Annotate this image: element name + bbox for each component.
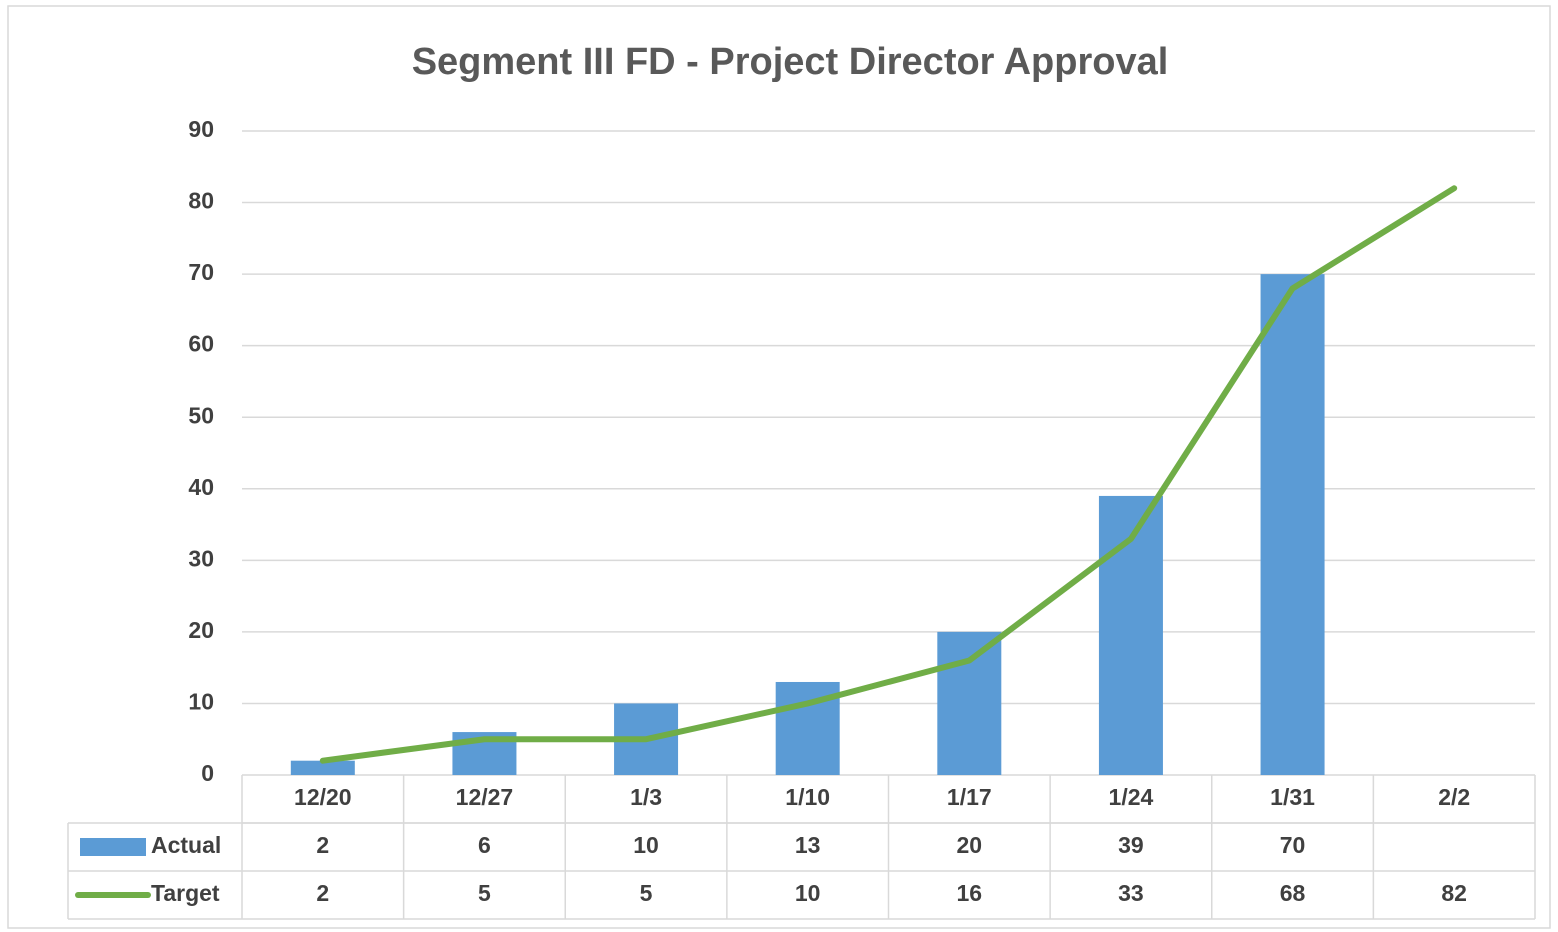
y-tick-label: 90: [188, 116, 214, 142]
x-tick-label: 2/2: [1438, 784, 1470, 810]
x-tick-label: 12/20: [294, 784, 352, 810]
y-tick-label: 80: [188, 188, 214, 214]
table-value: 20: [957, 832, 983, 858]
chart-title: Segment III FD - Project Director Approv…: [412, 41, 1169, 83]
y-tick-label: 70: [188, 259, 214, 285]
bar: [290, 760, 355, 775]
table-value: 70: [1280, 832, 1306, 858]
y-tick-label: 20: [188, 617, 214, 643]
table-value: 5: [640, 880, 653, 906]
legend-swatch: [80, 838, 146, 856]
y-tick-label: 60: [188, 331, 214, 357]
x-tick-label: 1/31: [1270, 784, 1315, 810]
x-tick-label: 1/10: [785, 784, 830, 810]
x-tick-label: 1/3: [630, 784, 662, 810]
table-value: 13: [795, 832, 821, 858]
bar: [1260, 274, 1325, 775]
table-value: 10: [633, 832, 659, 858]
table-value: 2: [316, 880, 329, 906]
x-tick-label: 1/17: [947, 784, 992, 810]
table-value: 5: [478, 880, 491, 906]
y-tick-label: 30: [188, 545, 214, 571]
x-tick-label: 12/27: [456, 784, 514, 810]
y-tick-label: 10: [188, 689, 214, 715]
table-value: 2: [316, 832, 329, 858]
table-value: 10: [795, 880, 821, 906]
y-tick-label: 40: [188, 474, 214, 500]
table-value: 33: [1118, 880, 1144, 906]
y-tick-label: 50: [188, 402, 214, 428]
line: [319, 185, 1458, 764]
table-value: 82: [1441, 880, 1467, 906]
table-value: 68: [1280, 880, 1306, 906]
x-tick-label: 1/24: [1109, 784, 1154, 810]
table-value: 6: [478, 832, 491, 858]
table-value: 16: [957, 880, 983, 906]
legend-label: Actual: [151, 832, 221, 858]
legend-label: Target: [151, 880, 220, 906]
table-value: 39: [1118, 832, 1144, 858]
bar: [937, 631, 1002, 775]
y-tick-label: 0: [201, 760, 214, 786]
